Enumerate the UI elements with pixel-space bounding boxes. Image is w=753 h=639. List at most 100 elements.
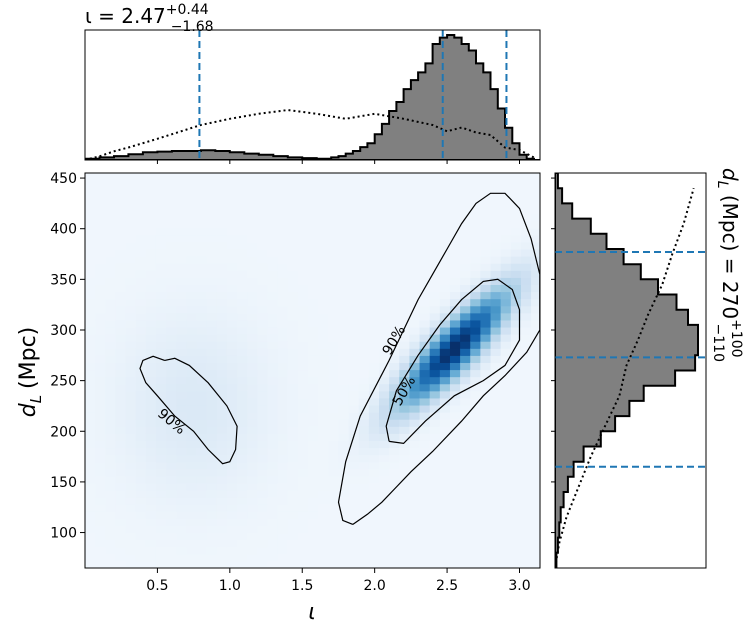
heatmap-cell (176, 248, 187, 257)
heatmap-cell (480, 539, 492, 548)
heatmap-cell (95, 532, 106, 541)
heatmap-cell (328, 277, 340, 286)
heatmap-cell (257, 284, 269, 293)
heatmap-cell (389, 227, 400, 236)
heatmap-cell (206, 447, 218, 456)
heatmap-cell (328, 341, 340, 349)
heatmap-cell (379, 553, 390, 562)
heatmap-cell (439, 270, 451, 278)
heatmap-cell (510, 397, 522, 406)
heatmap-cell (520, 326, 532, 335)
heatmap-cell (95, 220, 106, 229)
heatmap-cell (500, 525, 512, 534)
heatmap-cell (85, 504, 96, 512)
heatmap-cell (125, 277, 137, 286)
heatmap-cell (470, 553, 481, 562)
heatmap-cell (409, 518, 421, 527)
heatmap-cell (166, 270, 177, 278)
heatmap-cell (196, 504, 208, 512)
heatmap-cell (247, 419, 258, 427)
heatmap-cell (277, 546, 289, 555)
heatmap-cell (379, 284, 390, 293)
heatmap-cell (237, 369, 248, 378)
heatmap-cell (95, 404, 106, 413)
heatmap-cell (226, 511, 238, 519)
heatmap-cell (135, 447, 147, 456)
heatmap-cell (328, 440, 340, 449)
heatmap-cell (318, 419, 329, 427)
heatmap-cell (338, 270, 350, 278)
heatmap-cell (520, 227, 532, 236)
heatmap-cell (419, 263, 431, 271)
heatmap-cell (439, 511, 451, 519)
heatmap-cell (308, 192, 319, 200)
heatmap-cell (490, 497, 502, 505)
heatmap-cell (115, 319, 127, 328)
heatmap-cell (287, 419, 299, 427)
heatmap-cell (500, 546, 512, 555)
heatmap-cell (226, 178, 238, 186)
heatmap-cells (85, 173, 540, 568)
heatmap-cell (460, 553, 471, 562)
heatmap-cell (277, 241, 289, 250)
heatmap-cell (389, 504, 400, 512)
heatmap-cell (95, 490, 106, 498)
heatmap-cell (348, 341, 360, 349)
heatmap-cell (308, 497, 319, 505)
heatmap-cell (490, 185, 502, 193)
heatmap-cell (520, 270, 532, 278)
heatmap-cell (439, 291, 451, 300)
heatmap-cell (125, 319, 137, 328)
heatmap-cell (206, 497, 218, 505)
heatmap-cell (105, 178, 117, 186)
heatmap-cell (399, 341, 411, 349)
heatmap-cell (85, 270, 96, 278)
heatmap-cell (419, 546, 431, 555)
heatmap-cell (510, 234, 522, 243)
heatmap-cell (105, 284, 117, 293)
heatmap-cell (196, 206, 208, 215)
heatmap-cell (429, 185, 441, 193)
heatmap-cell (237, 319, 248, 328)
heatmap-cell (308, 511, 319, 519)
heatmap-cell (379, 256, 390, 264)
heatmap-cell (490, 404, 502, 413)
top-marginal-title: ι = 2.47+0.44 −1.68 (85, 2, 214, 35)
heatmap-cell (95, 326, 106, 335)
heatmap-cell (460, 362, 471, 371)
heatmap-cell (470, 319, 481, 328)
heatmap-cell (358, 369, 370, 378)
heatmap-cell (257, 504, 269, 512)
heatmap-cell (470, 348, 481, 356)
heatmap-cell (186, 553, 198, 562)
heatmap-cell (379, 454, 390, 463)
heatmap-cell (531, 277, 540, 286)
heatmap-cell (277, 525, 289, 534)
heatmap-cell (520, 284, 532, 293)
heatmap-cell (338, 319, 350, 328)
heatmap-cell (409, 213, 421, 222)
heatmap-cell (500, 319, 512, 328)
heatmap-cell (267, 454, 279, 463)
heatmap-cell (115, 426, 127, 434)
heatmap-cell (419, 185, 431, 193)
heatmap-cell (176, 173, 187, 179)
right-prior-curve (555, 187, 695, 568)
heatmap-cell (166, 319, 177, 328)
heatmap-cell (419, 298, 431, 307)
heatmap-cell (429, 475, 441, 484)
heatmap-cell (449, 454, 461, 463)
heatmap-cell (196, 298, 208, 307)
heatmap-cell (520, 390, 532, 399)
heatmap-cell (277, 256, 289, 264)
heatmap-cell (358, 468, 370, 477)
heatmap-cell (389, 518, 400, 527)
heatmap-cell (135, 532, 147, 541)
heatmap-cell (206, 277, 218, 286)
heatmap-cell (328, 312, 340, 321)
heatmap-cell (429, 497, 441, 505)
heatmap-cell (267, 241, 279, 250)
heatmap-cell (105, 355, 117, 363)
heatmap-cell (226, 248, 238, 257)
heatmap-cell (115, 454, 127, 463)
